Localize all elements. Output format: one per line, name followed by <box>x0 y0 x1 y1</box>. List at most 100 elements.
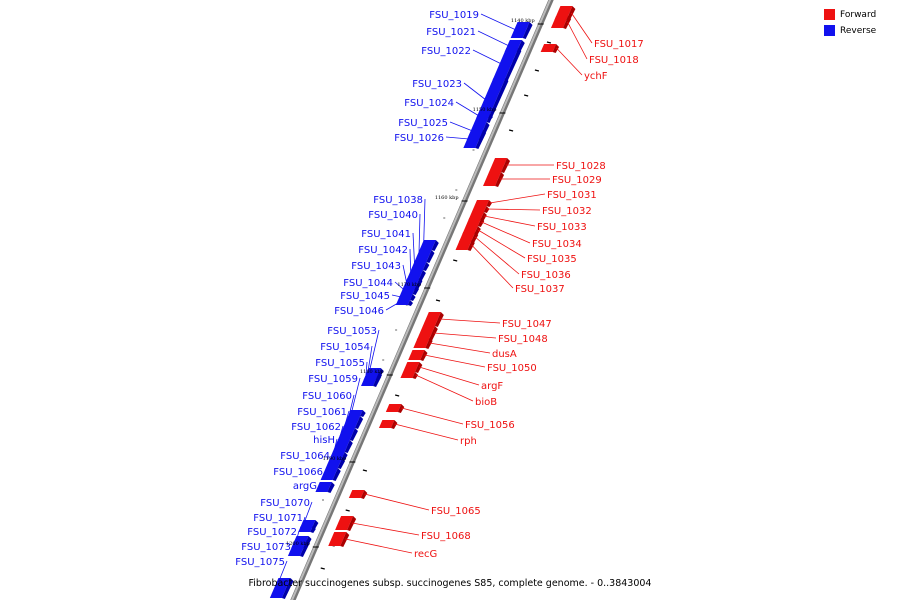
FSU_1061-gene <box>337 428 358 441</box>
FSU_1064-gene <box>325 458 346 469</box>
FSU_1041-gene <box>410 262 430 271</box>
FSU_1040-label: FSU_1040 <box>368 210 418 221</box>
dash-mark <box>546 41 552 44</box>
dusA-label: dusA <box>492 349 517 360</box>
FSU_1022-label: FSU_1022 <box>421 46 471 57</box>
FSU_1073-label: FSU_1073 <box>241 542 291 553</box>
FSU_1050-leader <box>424 354 486 368</box>
bioB-gene <box>400 372 419 379</box>
FSU_1060-gene <box>342 416 364 429</box>
FSU_1061-label: FSU_1061 <box>297 407 347 418</box>
map-caption: Fibrobacter succinogenes subsp. succinog… <box>248 578 652 589</box>
scale-tick-label: 1160 kbp <box>435 195 459 201</box>
FSU_1022-gene <box>492 48 522 81</box>
FSU_1021-leader <box>477 30 510 47</box>
FSU_1066-gene <box>320 468 341 481</box>
FSU_1045-gene <box>398 294 416 301</box>
FSU_1050-label: FSU_1050 <box>487 363 537 374</box>
FSU_1038-label: FSU_1038 <box>373 195 423 206</box>
FSU_1060-label: FSU_1060 <box>302 391 352 402</box>
dash-mark <box>362 469 368 472</box>
FSU_1054-leader <box>366 345 373 377</box>
recG-label: recG <box>414 549 437 560</box>
FSU_1055-leader <box>365 361 368 381</box>
argF-gene <box>403 362 423 373</box>
FSU_1046-gene <box>395 300 413 306</box>
FSU_1068-gene <box>335 516 357 531</box>
FSU_1031-leader <box>489 193 546 204</box>
FSU_1032-gene <box>471 206 490 213</box>
FSU_1019-gene <box>510 22 533 39</box>
FSU_1037-label: FSU_1037 <box>515 284 565 295</box>
FSU_1028-gene <box>489 158 511 173</box>
recG-gene <box>328 532 350 547</box>
FSU_1059-gene <box>348 410 366 417</box>
FSU_1018-gene <box>550 16 572 29</box>
FSU_1034-label: FSU_1034 <box>532 239 582 250</box>
FSU_1043-leader <box>402 264 408 285</box>
FSU_1033-label: FSU_1033 <box>537 222 587 233</box>
FSU_1029-gene <box>483 172 505 187</box>
FSU_1036-label: FSU_1036 <box>521 270 571 281</box>
scale-tick-label: 1200 kbp <box>286 541 310 547</box>
FSU_1026-label: FSU_1026 <box>394 133 444 144</box>
FSU_1055-label: FSU_1055 <box>315 358 365 369</box>
FSU_1048-label: FSU_1048 <box>498 334 548 345</box>
FSU_1072-label: FSU_1072 <box>247 527 297 538</box>
FSU_1059-label: FSU_1059 <box>308 374 358 385</box>
dusA-leader <box>429 342 491 354</box>
FSU_1062-leader <box>336 425 344 447</box>
FSU_1068-leader <box>352 522 420 536</box>
FSU_1023-gene <box>474 78 509 123</box>
FSU_1053-leader <box>369 329 380 372</box>
FSU_1034-gene <box>465 218 485 227</box>
FSU_1035-label: FSU_1035 <box>527 254 577 265</box>
legend-forward-label: Forward <box>840 9 877 20</box>
FSU_1060-leader <box>347 394 355 423</box>
argG-label: argG <box>293 481 317 492</box>
dash-mark <box>435 299 441 302</box>
FSU_1046-label: FSU_1046 <box>334 306 384 317</box>
FSU_1073-gene <box>287 540 310 557</box>
FSU_1033-leader <box>484 215 536 227</box>
FSU_1047-label: FSU_1047 <box>502 319 552 330</box>
FSU_1019-leader <box>480 13 517 31</box>
FSU_1053-label: FSU_1053 <box>327 326 377 337</box>
FSU_1023-leader <box>463 82 487 101</box>
FSU_1017-leader <box>571 12 593 44</box>
bioB-leader <box>415 374 474 402</box>
FSU_1040-gene <box>414 250 435 263</box>
FSU_1042-label: FSU_1042 <box>358 245 408 256</box>
FSU_1025-label: FSU_1025 <box>398 118 448 129</box>
FSU_1024-leader <box>455 101 480 117</box>
FSU_1071-leader <box>301 516 306 530</box>
FSU_1046-leader <box>385 302 400 311</box>
FSU_1044-label: FSU_1044 <box>343 278 393 289</box>
reverse-swatch <box>824 25 835 36</box>
FSU_1042-leader <box>409 248 412 276</box>
FSU_1021-label: FSU_1021 <box>426 27 476 38</box>
FSU_1025-leader <box>449 121 473 132</box>
FSU_1032-label: FSU_1032 <box>542 206 592 217</box>
legend-forward: Forward <box>824 9 892 20</box>
FSU_1045-label: FSU_1045 <box>340 291 390 302</box>
FSU_1017-label: FSU_1017 <box>594 39 644 50</box>
FSU_1056-leader <box>401 407 464 425</box>
rph-gene <box>378 420 398 429</box>
legend-reverse: Reverse <box>824 25 892 36</box>
FSU_1018-leader <box>567 21 588 60</box>
FSU_1047-gene <box>422 312 444 327</box>
FSU_1048-gene <box>416 326 438 341</box>
ychF-label: ychF <box>584 71 608 82</box>
dash-mark <box>453 259 458 262</box>
legend-reverse-label: Reverse <box>840 25 877 36</box>
FSU_1075-leader <box>275 560 288 589</box>
FSU_1065-label: FSU_1065 <box>431 506 481 517</box>
dash-mark <box>524 94 529 97</box>
FSU_1050-gene <box>408 350 428 361</box>
FSU_1044-leader <box>394 281 405 291</box>
FSU_1031-label: FSU_1031 <box>547 190 597 201</box>
FSU_1064-label: FSU_1064 <box>280 451 330 462</box>
dusA-gene <box>413 338 433 349</box>
FSU_1041-label: FSU_1041 <box>361 229 411 240</box>
